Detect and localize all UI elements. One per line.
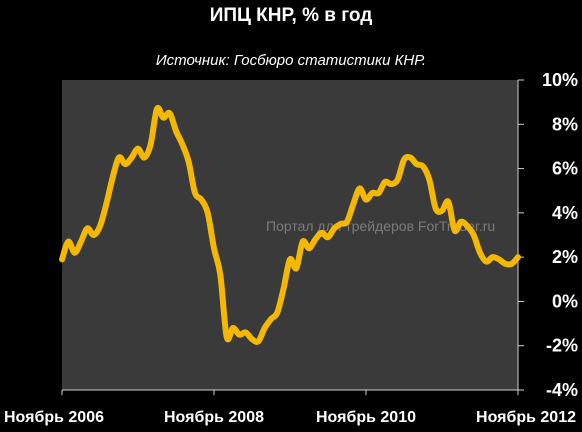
y-tick-label: 10% [542,70,578,90]
series-group [59,104,521,345]
y-tick-label: 8% [552,114,578,134]
x-tick-label: Ноябрь 2008 [164,409,264,426]
y-tick-label: -4% [546,380,578,400]
x-axis-ticks: Ноябрь 2006 Ноябрь 2008 Ноябрь 2010 Ноябрь … [4,390,576,426]
y-tick-label: 0% [552,291,578,311]
watermark: Портал для трейдеров ForTrader.ru [266,218,495,234]
y-tick-label: 4% [552,203,578,223]
plot-area [62,80,518,390]
x-tick-label: Ноябрь 2012 [476,409,576,426]
y-tick-label: 6% [552,159,578,179]
x-tick-label: Ноябрь 2006 [4,409,104,426]
chart-subtitle: Источник: Госбюро статистики КНР. [155,52,427,69]
y-axis-ticks: 10% 8% 6% 4% 2% 0% -2% -4% [518,70,578,400]
y-tick-label: 2% [552,247,578,267]
x-tick-label: Ноябрь 2010 [316,409,416,426]
y-tick-label: -2% [546,336,578,356]
chart-title: ИПЦ КНР, % в год [209,5,373,26]
cpi-series-line [59,104,521,345]
